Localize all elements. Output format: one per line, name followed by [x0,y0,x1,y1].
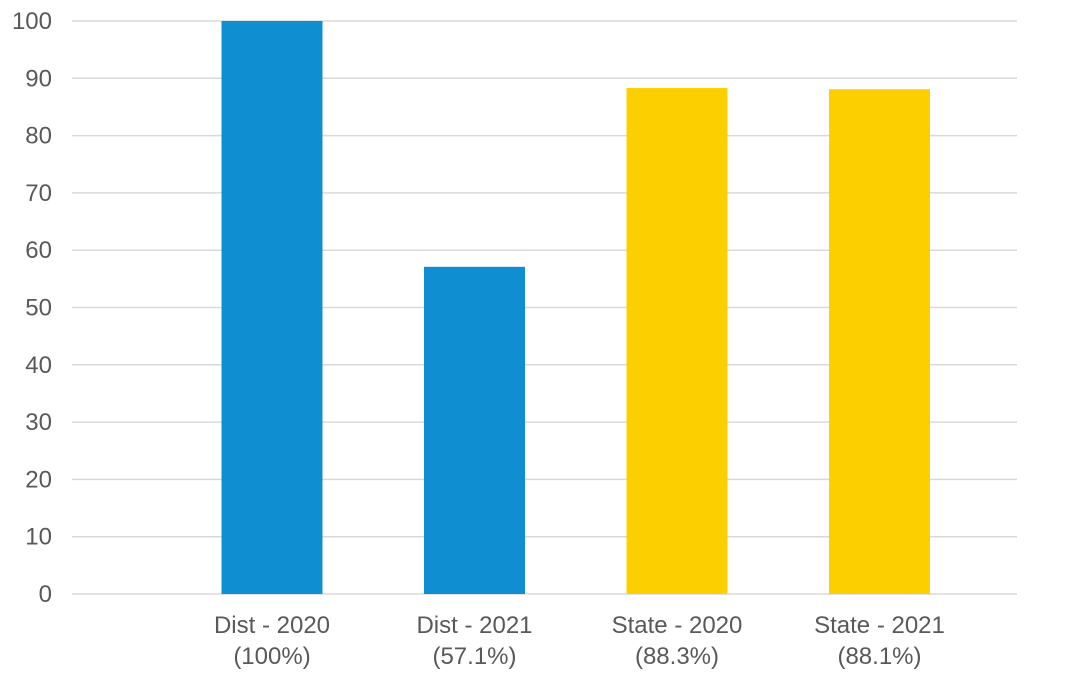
y-tick-label: 60 [25,237,52,264]
x-category-label: Dist - 2020 [214,612,330,639]
x-category-label: State - 2020 [612,612,743,639]
x-category-label: Dist - 2021 [416,612,532,639]
y-tick-label: 40 [25,352,52,379]
y-tick-label: 100 [12,8,52,35]
x-axis-labels: Dist - 2020 (100%) Dist - 2021 (57.1%) State… [214,612,945,670]
y-tick-label: 80 [25,123,52,150]
y-tick-label: 70 [25,180,52,207]
bar [424,266,525,594]
y-tick-label: 50 [25,295,52,322]
y-axis-ticks: 0 10 20 30 40 50 60 70 80 90 100 [12,8,52,608]
y-tick-label: 90 [25,65,52,92]
x-category-percent-label: (57.1%) [432,643,516,670]
y-tick-label: 20 [25,466,52,493]
x-category-percent-label: (88.3%) [635,643,719,670]
bar [221,21,323,594]
y-tick-label: 10 [25,524,52,551]
x-category-label: State - 2021 [814,612,945,639]
x-category-percent-label: (88.1%) [837,643,921,670]
bar [626,88,728,594]
bar [829,89,930,594]
bars [221,21,930,594]
y-tick-label: 0 [39,581,52,608]
x-category-percent-label: (100%) [233,643,310,670]
y-tick-label: 30 [25,409,52,436]
